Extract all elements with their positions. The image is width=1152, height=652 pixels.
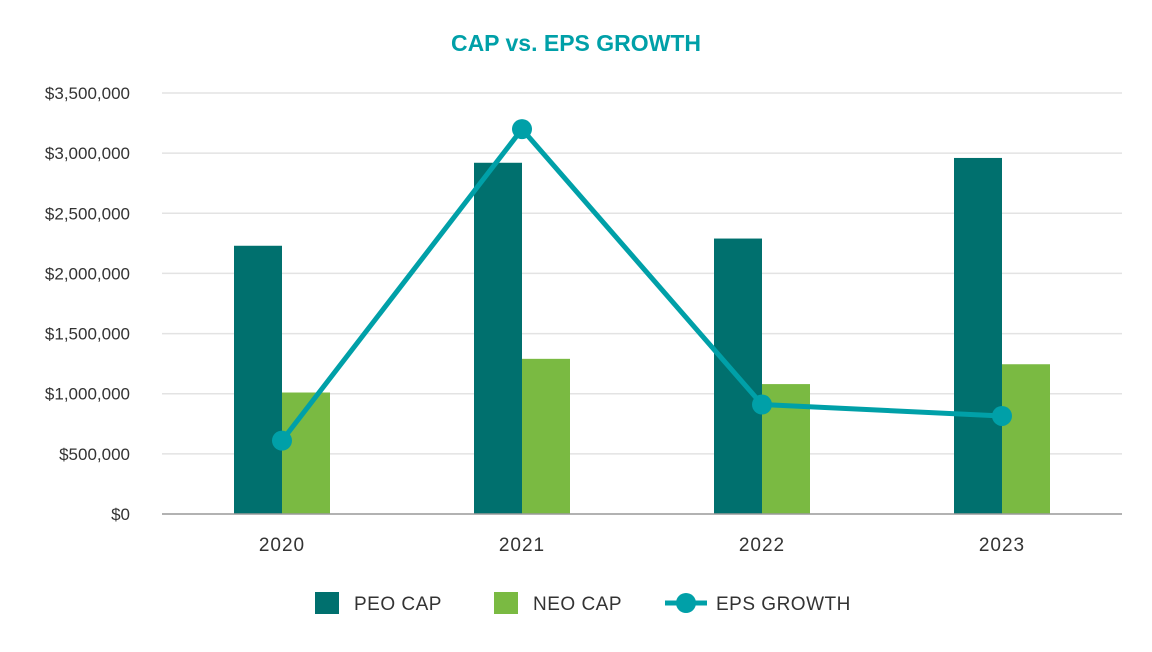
bar-layer	[234, 157, 1050, 514]
y-tick-label: $1,500,000	[45, 325, 130, 344]
point-eps-growth-2022	[752, 394, 772, 415]
y-axis-tick-labels: $0 $500,000 $1,000,000 $1,500,000 $2,000,000…	[45, 84, 130, 524]
legend-label-peo-cap: PEO CAP	[354, 594, 442, 615]
legend-label-eps-growth: EPS GROWTH	[716, 594, 851, 615]
chart-title: CAP vs. EPS GROWTH	[451, 30, 701, 56]
legend-label-neo-cap: NEO CAP	[533, 594, 622, 615]
point-eps-growth-2020	[272, 430, 292, 451]
y-tick-label: $500,000	[59, 445, 130, 464]
legend-marker-eps-growth	[676, 593, 696, 613]
x-tick-label: 2022	[739, 535, 785, 556]
line-layer	[272, 119, 1012, 451]
point-eps-growth-2023	[992, 405, 1012, 426]
y-tick-label: $2,000,000	[45, 264, 130, 283]
legend: PEO CAP NEO CAP EPS GROWTH	[315, 592, 851, 615]
y-tick-label: $3,500,000	[45, 84, 130, 103]
bar-peo-cap-2021	[474, 162, 522, 514]
bar-peo-cap-2020	[234, 245, 282, 514]
x-tick-label: 2023	[979, 535, 1025, 556]
point-eps-growth-2021	[512, 119, 532, 140]
y-tick-label: $2,500,000	[45, 204, 130, 223]
x-tick-label: 2020	[259, 535, 305, 556]
y-tick-label: $0	[111, 505, 130, 524]
y-tick-label: $3,000,000	[45, 144, 130, 163]
legend-swatch-neo-cap	[494, 592, 518, 614]
x-axis-tick-labels: 2020 2021 2022 2023	[259, 535, 1025, 556]
bar-neo-cap-2023	[1002, 364, 1050, 514]
x-tick-label: 2021	[499, 535, 545, 556]
legend-swatch-peo-cap	[315, 592, 339, 614]
y-tick-label: $1,000,000	[45, 385, 130, 404]
line-eps-growth	[280, 126, 1003, 443]
bar-peo-cap-2023	[954, 157, 1002, 514]
bar-neo-cap-2021	[522, 358, 570, 514]
